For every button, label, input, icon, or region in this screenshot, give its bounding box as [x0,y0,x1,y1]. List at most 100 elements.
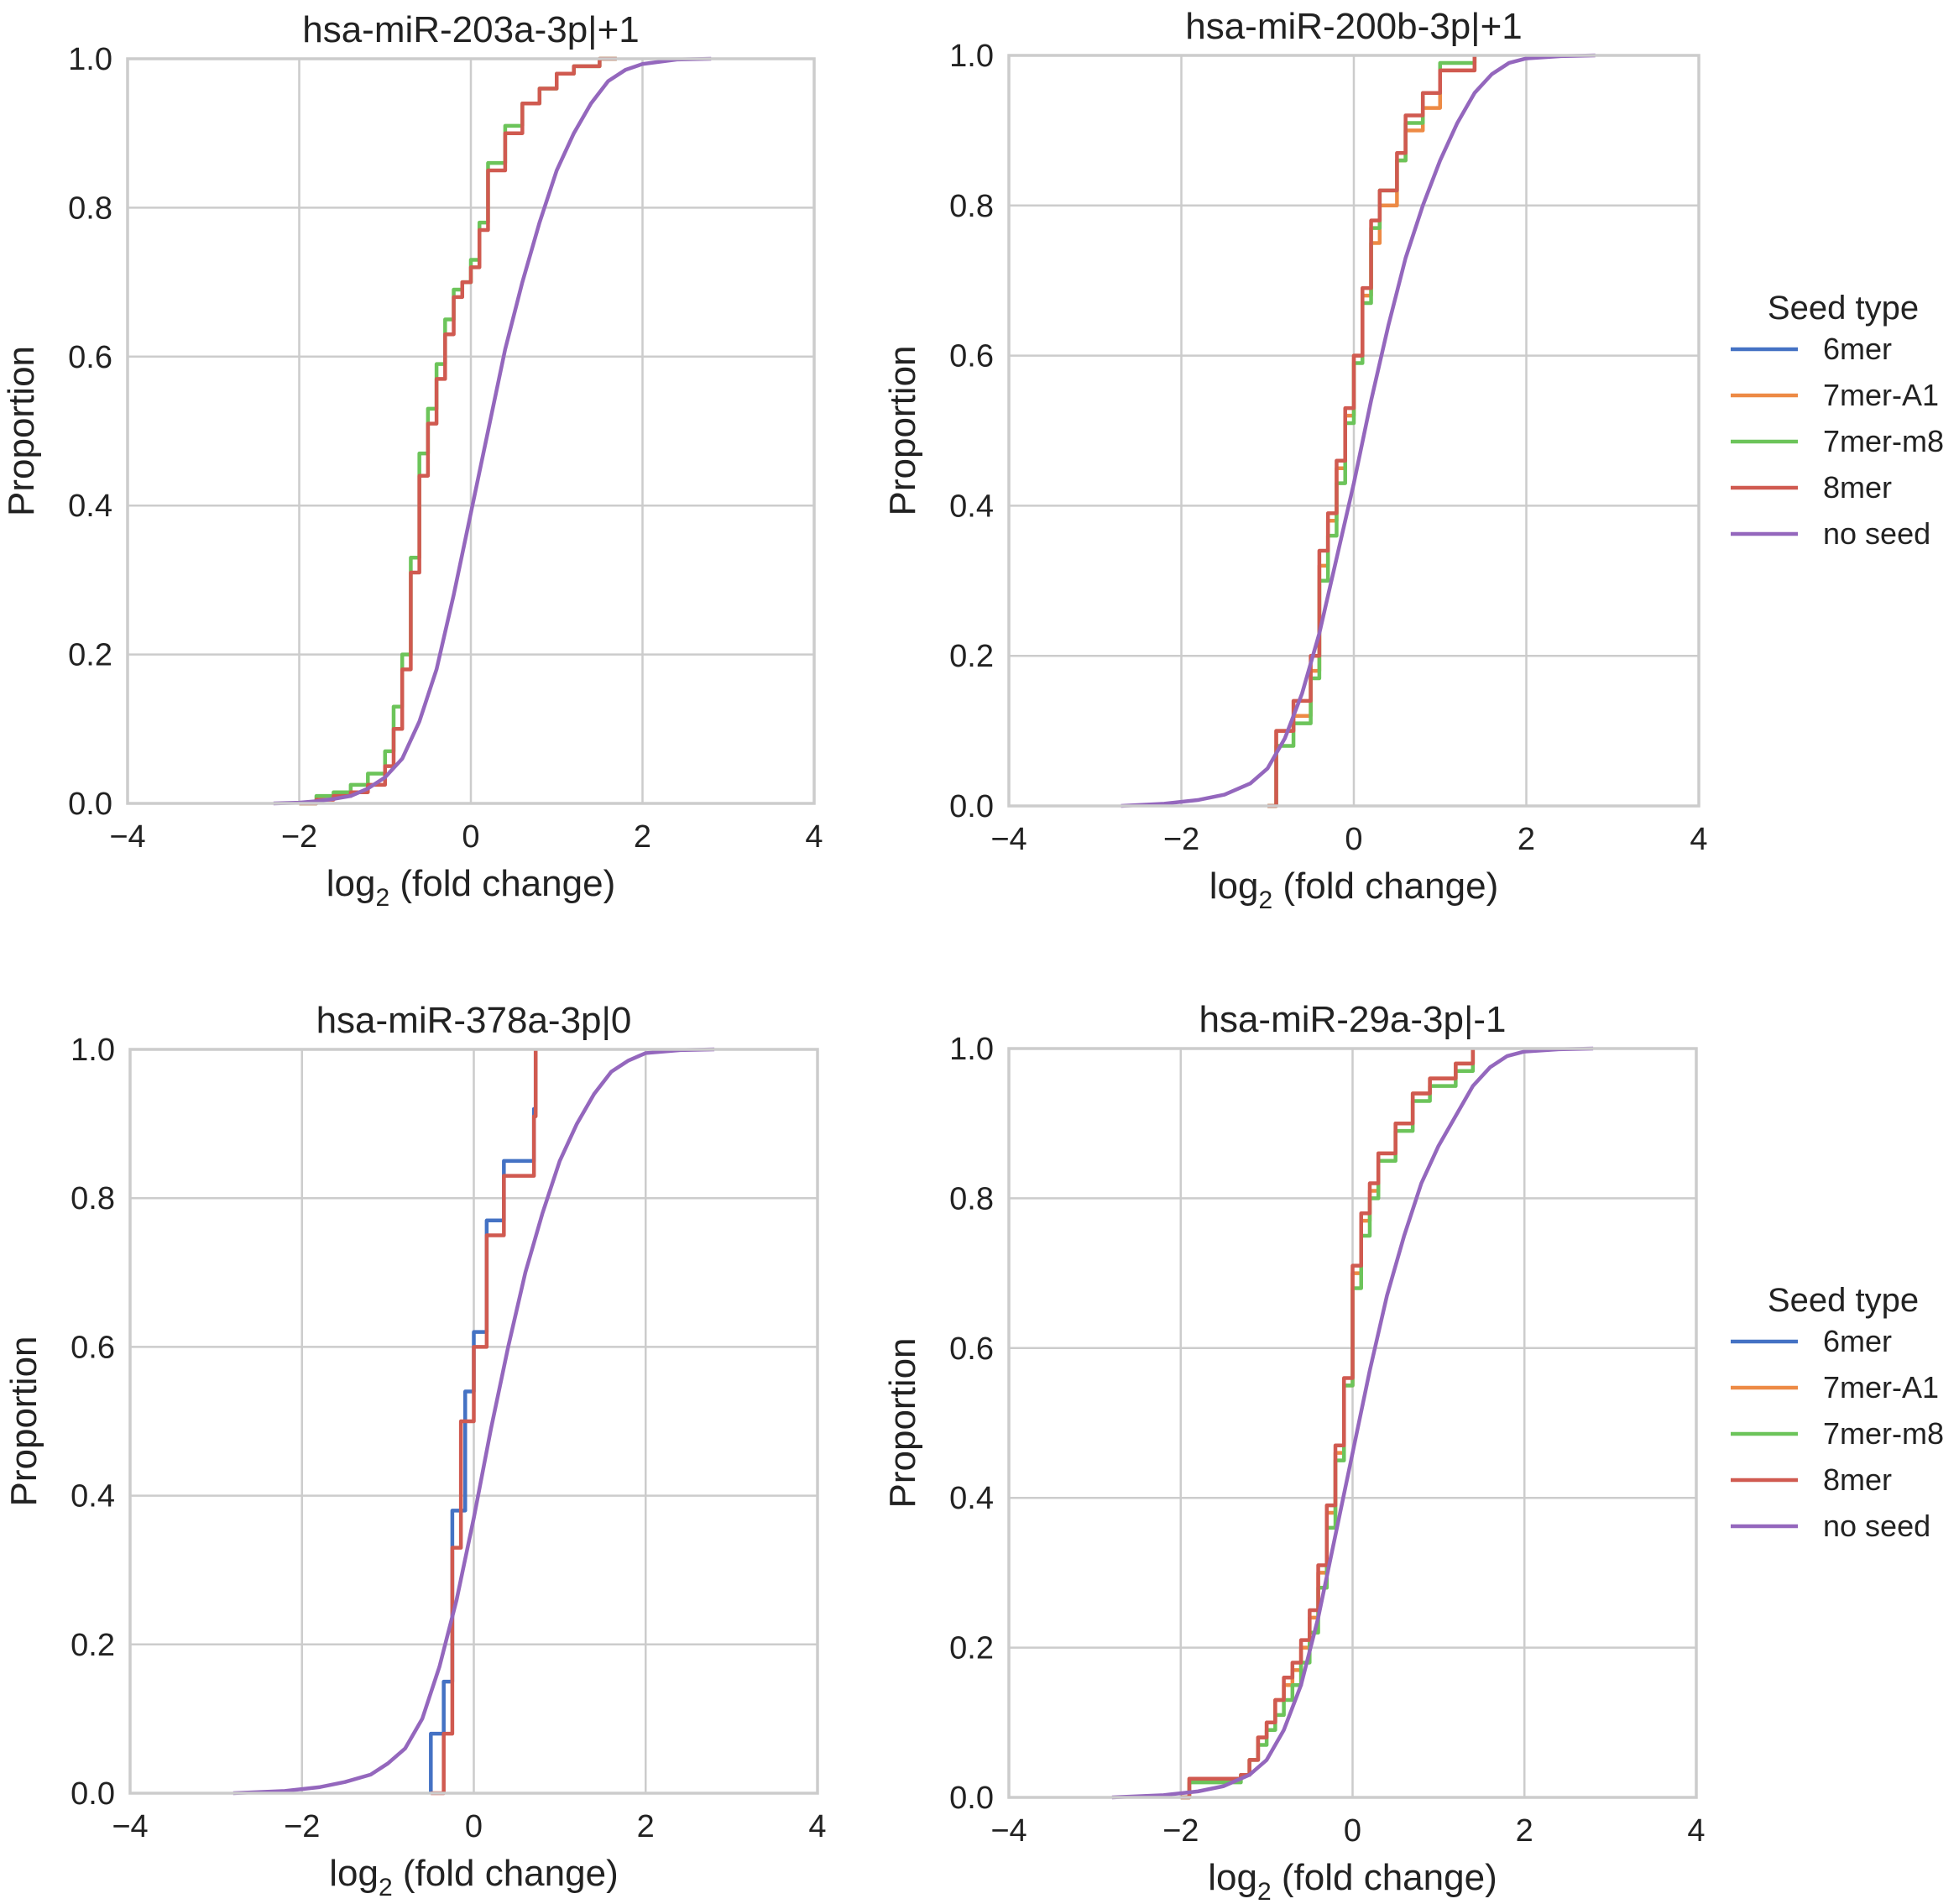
x-tick-label: 0 [465,1809,483,1844]
legend-label-no-seed: no seed [1823,1509,1930,1543]
y-tick-label: 0.2 [949,1631,994,1666]
x-axis-label-subscript: 2 [379,1874,393,1901]
y-tick-label: 0.8 [71,1181,115,1216]
plot-frame [1007,54,1700,808]
x-tick-label: −4 [109,819,145,855]
series-line-8mer [1267,55,1477,808]
x-axis-label-subscript: 2 [1258,887,1272,914]
y-tick-label: 1.0 [71,1033,115,1068]
x-axis-label-subscript: 2 [1257,1878,1272,1904]
legend-title: Seed type [1768,290,1919,327]
x-axis-label-subscript: 2 [375,884,389,912]
series-line-7mer-m8 [1180,1049,1476,1800]
x-tick-label: 2 [1518,822,1535,857]
legend-label-8mer: 8mer [1823,1462,1892,1497]
panel-3: −4 −2 0 2 4 0.0 0.2 0.4 0.6 0.8 1.0 hsa-miR-378a-3p… [3,1000,827,1901]
x-axis-label: log2 (fold change) [1208,1857,1497,1904]
panel-1: −4 −2 0 2 4 0.0 0.2 0.4 0.6 0.8 1.0 hsa-miR-203a-3p… [1,9,823,912]
panel-4: −4 −2 0 2 4 0.0 0.2 0.4 0.6 0.8 1.0 hsa-miR-29a-3p|… [882,999,1706,1904]
x-tick-label: 4 [1690,822,1707,857]
legend-label-7mer-a1: 7mer-A1 [1823,378,1939,412]
legend-1: Seed type 6mer 7mer-A1 7mer-m8 8mer no seed [1731,290,1944,551]
x-tick-label: −4 [990,822,1027,857]
y-tick-label: 0.8 [949,1181,994,1216]
y-tick-label: 0.2 [68,638,112,673]
legend-label-no-seed: no seed [1823,516,1930,551]
series-line-no-seed [1121,53,1596,808]
series-line-no-seed [273,56,712,806]
x-axis-label-log: log [326,863,376,904]
legend-label-6mer: 6mer [1823,332,1892,366]
y-axis-label: Proportion [882,345,923,515]
plot-frame [1007,1047,1698,1799]
panels: −4 −2 0 2 4 0.0 0.2 0.4 0.6 0.8 1.0 hsa-miR-203a-3p… [1,6,1708,1904]
y-axis-label: Proportion [882,1337,923,1508]
series-line-7mer-m8 [1267,55,1477,808]
series-line-7mer-m8 [299,56,617,806]
legend-label-8mer: 8mer [1823,470,1892,505]
series-line-8mer [299,56,617,806]
y-tick-label: 0.6 [949,339,994,374]
y-tick-label: 1.0 [68,42,112,77]
series-group [232,1047,715,1796]
x-axis-label-rest: (fold change) [1272,1857,1497,1898]
x-tick-label: 4 [805,819,823,855]
panel-title: hsa-miR-378a-3p|0 [316,1000,632,1041]
x-tick-label: 2 [634,819,651,855]
series-line-8mer [431,1049,538,1796]
y-tick-label: 0.0 [949,1781,994,1816]
x-axis-label: log2 (fold change) [326,863,615,912]
legend-label-6mer: 6mer [1823,1324,1892,1358]
y-tick-label: 0.2 [949,639,994,674]
plot-frame [126,57,816,805]
x-axis-label-log: log [1209,866,1259,907]
y-axis-label: Proportion [1,346,42,516]
series-line-7mer-a1 [1267,55,1477,808]
panel-2: −4 −2 0 2 4 0.0 0.2 0.4 0.6 0.8 1.0 hsa-miR-200b-3p… [882,6,1708,914]
x-tick-label: −2 [284,1809,320,1844]
x-tick-label: 4 [1687,1813,1705,1849]
y-tick-label: 0.4 [949,1481,994,1516]
series-line-no-seed [232,1047,715,1796]
legend-title: Seed type [1768,1282,1919,1319]
x-tick-label: 2 [637,1809,655,1844]
x-tick-label: 0 [1344,1813,1361,1849]
x-tick-label: −4 [990,1813,1027,1849]
y-tick-label: 0.0 [71,1776,115,1812]
y-tick-label: 0.0 [68,787,112,822]
y-tick-label: 0.4 [949,489,994,524]
x-tick-label: −2 [1162,1813,1199,1849]
x-tick-label: 0 [462,819,479,855]
x-tick-label: −2 [281,819,317,855]
legend-label-7mer-m8: 7mer-m8 [1823,424,1944,458]
x-tick-label: 4 [808,1809,826,1844]
y-tick-label: 0.4 [71,1479,115,1514]
y-tick-label: 1.0 [949,1032,994,1067]
series-group [273,56,712,806]
x-tick-label: −4 [112,1809,148,1844]
legend-label-7mer-a1: 7mer-A1 [1823,1370,1939,1404]
x-axis-label-rest: (fold change) [389,863,615,904]
x-tick-label: 0 [1345,822,1362,857]
y-tick-label: 0.6 [71,1330,115,1365]
x-axis-label-log: log [329,1853,379,1894]
panel-title: hsa-miR-203a-3p|+1 [302,9,640,50]
y-tick-label: 0.4 [68,489,112,524]
series-group [1121,53,1596,808]
panel-title: hsa-miR-29a-3p|-1 [1199,999,1506,1040]
series-line-6mer [429,1049,538,1793]
series-line-7mer-a1 [1180,1049,1476,1800]
y-tick-label: 0.8 [949,189,994,224]
x-tick-label: −2 [1163,822,1199,857]
plot-frame [128,1048,819,1795]
y-tick-label: 0.2 [71,1628,115,1663]
panel-title: hsa-miR-200b-3p|+1 [1185,6,1523,47]
y-tick-label: 1.0 [949,39,994,74]
legend-label-7mer-m8: 7mer-m8 [1823,1416,1944,1451]
series-line-no-seed [1111,1046,1594,1800]
legend-2: Seed type 6mer 7mer-A1 7mer-m8 8mer no seed [1731,1282,1944,1543]
y-tick-label: 0.0 [949,789,994,824]
x-axis-label-rest: (fold change) [1272,866,1498,907]
